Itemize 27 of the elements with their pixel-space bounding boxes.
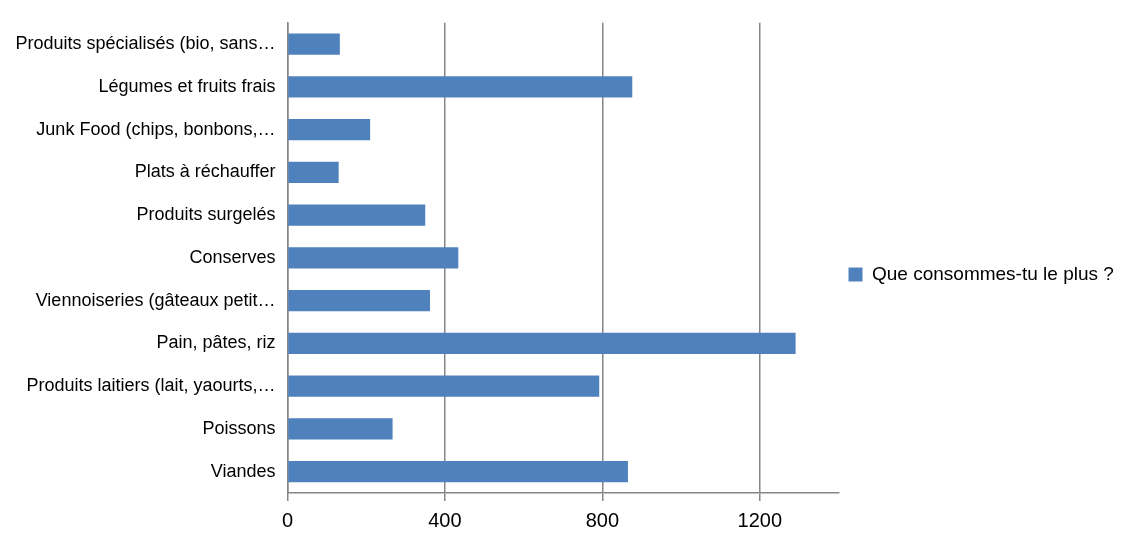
y-tick-label: Viandes (210, 460, 276, 481)
bar (288, 375, 600, 397)
bar (288, 247, 459, 269)
bar (288, 161, 339, 184)
bar (288, 332, 796, 355)
y-tick-label: Légumes et fruits frais (98, 75, 276, 96)
legend-label: Que consommes-tu le plus ? (872, 262, 1114, 284)
x-tick-label: 0 (281, 508, 294, 531)
y-tick-label: Junk Food (chips, bonbons,… (36, 118, 276, 139)
bar (288, 76, 633, 98)
y-tick-label: Plats à réchauffer (134, 161, 276, 182)
y-tick-label: Conserves (189, 246, 276, 267)
x-tick-label: 1200 (737, 508, 783, 531)
y-tick-label: Produits surgelés (136, 204, 276, 225)
x-tick-label: 400 (428, 508, 462, 531)
bar (288, 204, 426, 226)
y-tick-label: Pain, pâtes, riz (156, 332, 276, 353)
y-tick-label: Viennoiseries (gâteaux petit… (35, 289, 276, 310)
y-tick-label: Produits spécialisés (bio, sans… (15, 33, 276, 54)
bar (288, 33, 340, 55)
bar (288, 418, 393, 440)
y-tick-label: Produits laitiers (lait, yaourts,… (26, 375, 276, 396)
bar (288, 118, 371, 141)
y-tick-label: Poissons (202, 417, 276, 438)
x-tick-label: 800 (585, 508, 620, 531)
bar (288, 289, 430, 312)
bar (288, 460, 628, 483)
